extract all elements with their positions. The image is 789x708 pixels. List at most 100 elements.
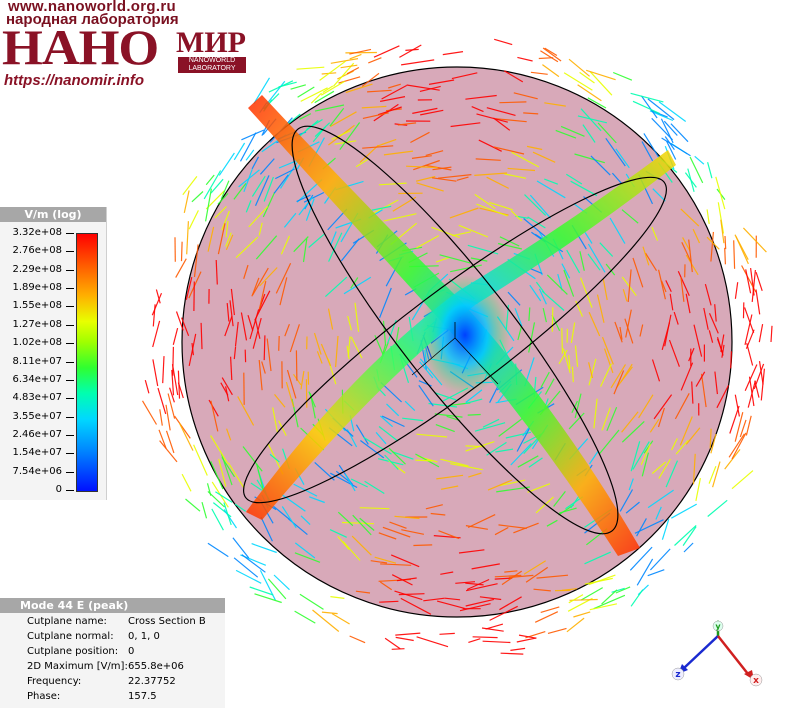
field-arrow bbox=[584, 232, 593, 244]
field-arrow bbox=[577, 115, 608, 124]
field-arrow bbox=[579, 71, 595, 84]
field-arrow bbox=[428, 402, 457, 408]
info-value: Cross Section B bbox=[128, 616, 206, 627]
field-arrow bbox=[221, 456, 236, 478]
field-arrow bbox=[296, 194, 311, 203]
field-arrow bbox=[670, 123, 689, 143]
field-arrow bbox=[580, 587, 603, 601]
field-arrow bbox=[682, 237, 691, 252]
field-arrow bbox=[588, 362, 594, 379]
field-arrow bbox=[281, 506, 297, 529]
field-arrow bbox=[668, 339, 680, 367]
field-arrow bbox=[294, 610, 316, 624]
field-arrow bbox=[621, 420, 645, 443]
field-arrow bbox=[729, 405, 740, 434]
field-arrow bbox=[299, 113, 312, 120]
legend-tick-label: 6.34e+07 bbox=[12, 373, 62, 385]
field-arrow bbox=[169, 387, 175, 403]
orientation-triad[interactable]: y z x bbox=[668, 618, 768, 688]
info-value: 655.8e+06 bbox=[128, 661, 184, 672]
field-arrow bbox=[450, 463, 483, 471]
field-arrow bbox=[630, 441, 641, 472]
field-arrow bbox=[546, 519, 558, 527]
field-arrow bbox=[621, 411, 639, 433]
field-arrow bbox=[165, 430, 175, 454]
field-arrow bbox=[411, 155, 432, 159]
field-arrow bbox=[378, 532, 397, 540]
field-arrow bbox=[694, 155, 705, 165]
field-arrow bbox=[396, 577, 417, 582]
field-arrow bbox=[436, 474, 464, 480]
field-arrow bbox=[394, 590, 423, 601]
field-arrow bbox=[709, 428, 712, 449]
field-arrow bbox=[573, 611, 591, 618]
field-arrow bbox=[755, 272, 763, 291]
field-arrow bbox=[710, 231, 714, 262]
field-arrow bbox=[298, 196, 314, 216]
field-arrow bbox=[207, 542, 229, 558]
field-arrow bbox=[712, 461, 721, 488]
field-arrow bbox=[377, 106, 402, 116]
field-arrow bbox=[294, 542, 316, 559]
field-arrow bbox=[158, 429, 167, 449]
field-arrow bbox=[588, 358, 597, 386]
field-arrow bbox=[180, 241, 183, 262]
field-arrow bbox=[605, 137, 626, 167]
legend-tick-label: 1.89e+08 bbox=[12, 282, 62, 294]
field-arrow bbox=[497, 242, 523, 250]
field-arrow bbox=[744, 364, 758, 391]
field-arrow bbox=[327, 308, 334, 330]
field-arrow bbox=[603, 348, 614, 374]
field-arrow bbox=[730, 351, 732, 369]
legend-tick-mark bbox=[66, 453, 74, 455]
field-arrow bbox=[688, 239, 693, 273]
field-arrow bbox=[507, 291, 521, 306]
field-arrow bbox=[683, 542, 694, 553]
field-arrow bbox=[568, 594, 584, 604]
field-arrow bbox=[428, 79, 455, 85]
field-arrow bbox=[415, 175, 436, 182]
field-arrow bbox=[332, 62, 355, 87]
field-arrow bbox=[305, 198, 315, 221]
field-arrow bbox=[263, 176, 274, 202]
field-arrow bbox=[499, 596, 522, 611]
field-arrow bbox=[308, 233, 325, 248]
field-arrow bbox=[629, 546, 653, 571]
field-arrow bbox=[223, 509, 237, 529]
field-arrow bbox=[691, 381, 694, 404]
field-arrow bbox=[721, 344, 725, 358]
field-arrow bbox=[746, 342, 754, 366]
legend-tick-mark bbox=[66, 379, 74, 381]
field-arrow bbox=[248, 205, 269, 228]
field-arrow bbox=[612, 71, 633, 81]
field-arrow bbox=[685, 427, 701, 445]
field-arrow bbox=[436, 600, 465, 609]
field-arrow bbox=[329, 529, 347, 538]
field-arrow bbox=[279, 277, 288, 306]
info-value: 0, 1, 0 bbox=[128, 631, 160, 642]
field-arrow bbox=[557, 273, 563, 291]
field-arrow bbox=[233, 346, 237, 360]
field-arrow bbox=[295, 350, 298, 381]
field-arrow bbox=[440, 458, 469, 467]
field-arrow bbox=[178, 422, 194, 451]
field-arrow bbox=[651, 359, 661, 382]
field-arrow bbox=[455, 581, 476, 584]
nanomir-logo[interactable]: www.nanoworld.org.ru народная лаборатори… bbox=[0, 0, 250, 92]
cutplane-ring-a bbox=[291, 125, 619, 535]
info-label: Cutplane normal: bbox=[27, 631, 114, 642]
field-arrow bbox=[268, 80, 294, 93]
field-arrow bbox=[624, 318, 634, 344]
field-arrow bbox=[630, 92, 664, 103]
field-arrow bbox=[625, 309, 632, 338]
field-arrow bbox=[251, 175, 266, 197]
field-arrow bbox=[363, 436, 392, 455]
field-arrow bbox=[465, 445, 485, 448]
field-arrow bbox=[242, 446, 263, 472]
field-arrow bbox=[416, 235, 440, 249]
field-arrow bbox=[380, 563, 412, 566]
field-arrow bbox=[243, 168, 253, 193]
field-arrow bbox=[561, 588, 577, 591]
field-arrow bbox=[707, 499, 728, 517]
